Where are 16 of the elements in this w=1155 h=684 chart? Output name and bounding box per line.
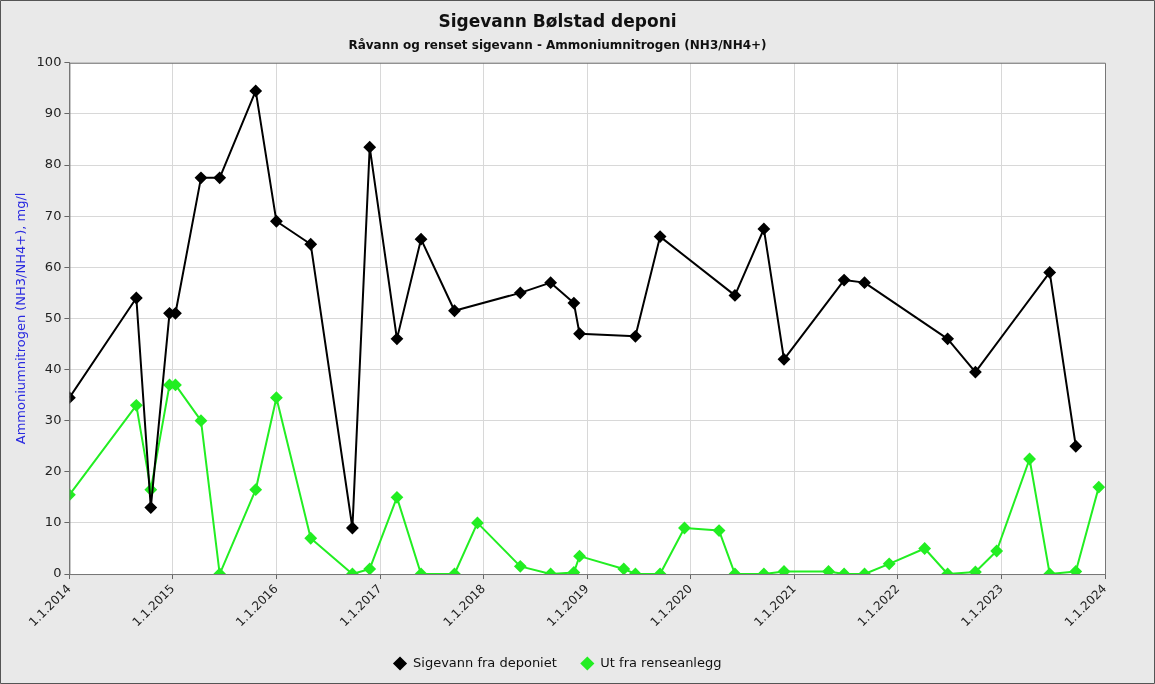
y-tick-label: 20 — [44, 463, 62, 479]
y-tick-label: 10 — [44, 514, 62, 530]
y-tick-label: 100 — [36, 54, 62, 70]
legend-label: Ut fra renseanlegg — [600, 654, 722, 670]
legend-label: Sigevann fra deponiet — [413, 654, 557, 670]
y-axis-title: Ammoniumnitrogen (NH3/NH4+), mg/l — [13, 192, 29, 445]
y-tick-label: 30 — [44, 412, 62, 428]
y-tick-label: 50 — [44, 309, 62, 325]
y-tick-label: 70 — [44, 207, 62, 223]
chart-subtitle: Råvann og renset sigevann - Ammoniumnitrogen (NH3/NH4+) — [348, 37, 767, 52]
y-tick-label: 80 — [44, 156, 62, 172]
y-tick-label: 90 — [44, 105, 62, 121]
y-tick-label: 0 — [53, 565, 62, 581]
y-tick-label: 40 — [44, 360, 62, 376]
chart-title: Sigevann Bølstad deponi — [438, 10, 677, 31]
y-tick-label: 60 — [44, 258, 62, 274]
